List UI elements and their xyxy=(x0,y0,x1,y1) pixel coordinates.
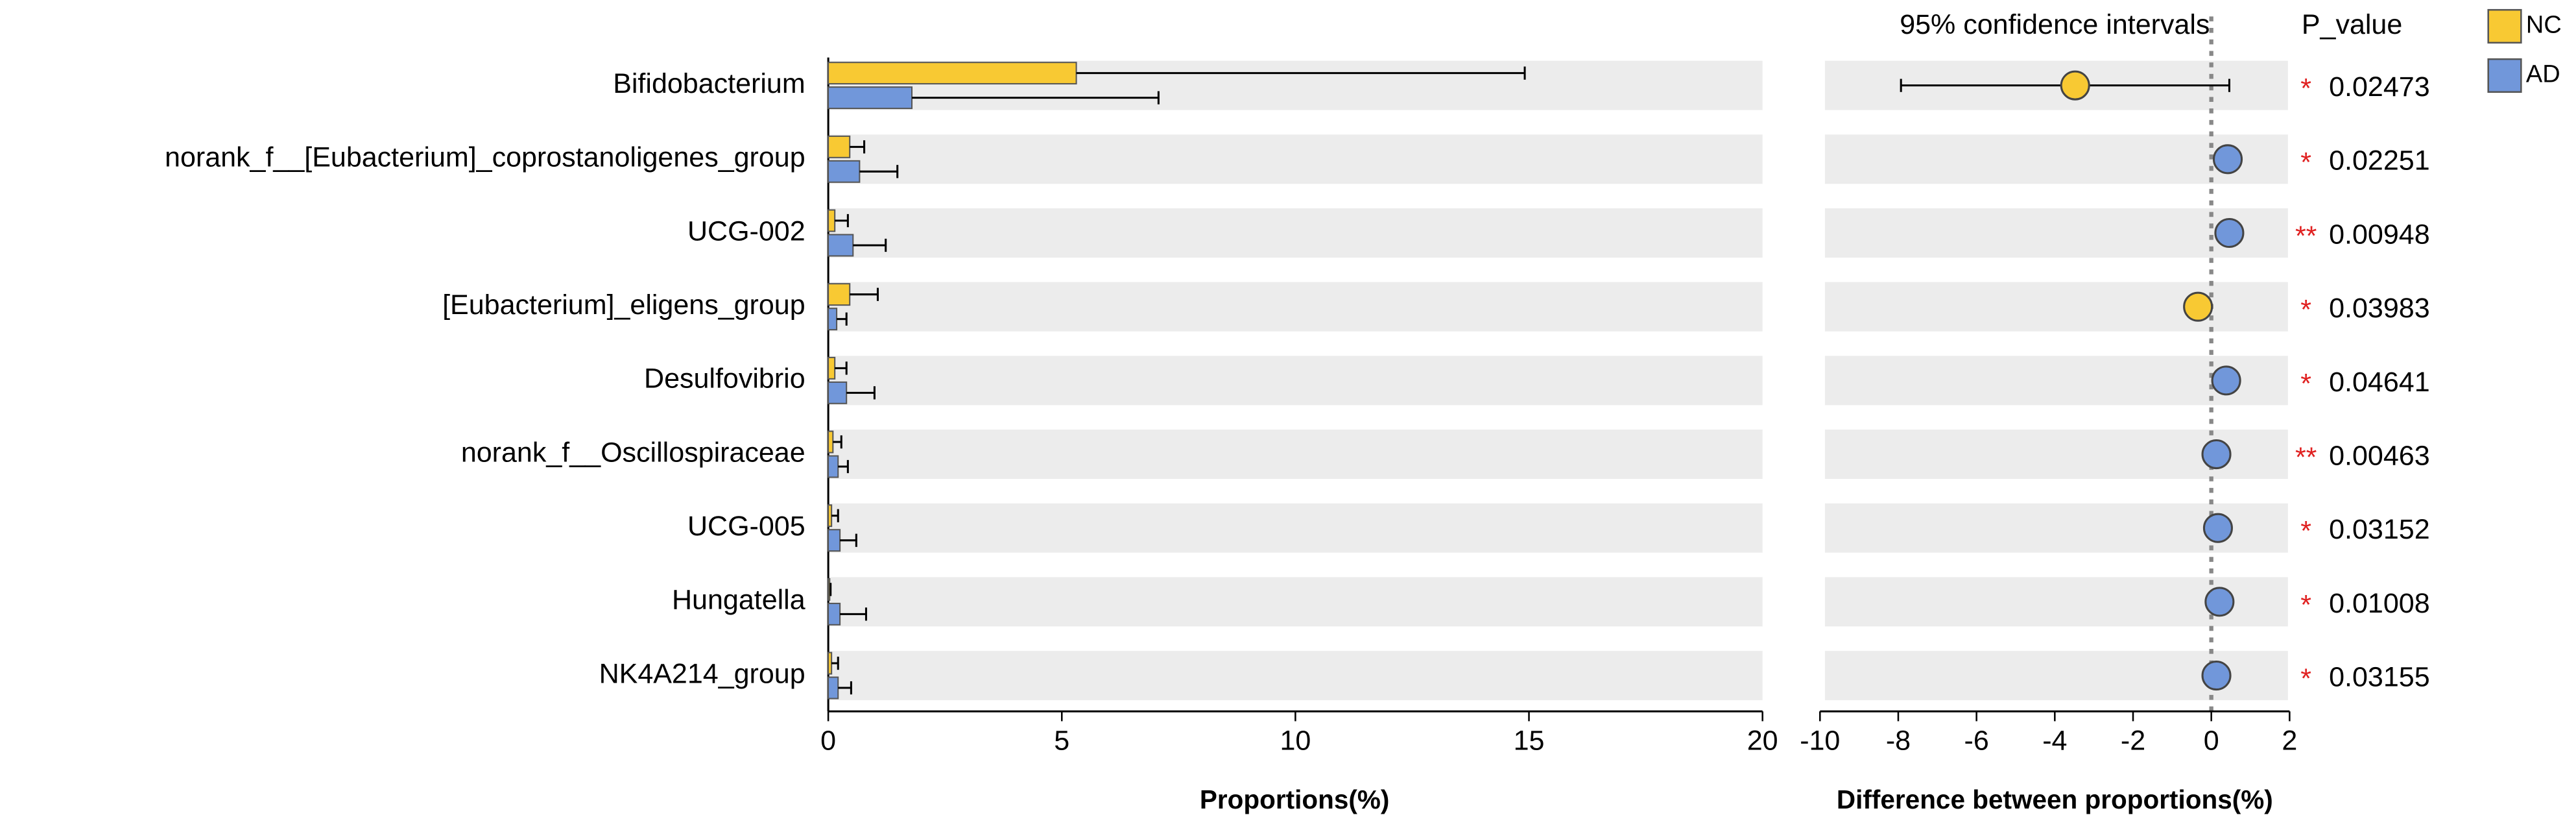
legend-swatch xyxy=(2487,58,2522,93)
p-value: 0.04641 xyxy=(2329,367,2430,398)
x-axis-title: Proportions(%) xyxy=(1200,785,1389,814)
bar xyxy=(828,430,834,454)
significance: ** xyxy=(2295,221,2317,252)
p-value: 0.02473 xyxy=(2329,71,2430,103)
bar xyxy=(828,578,831,601)
bar xyxy=(828,651,833,675)
x-tick-label: 10 xyxy=(1280,725,1311,757)
category-label: UCG-002 xyxy=(687,215,805,247)
bar xyxy=(828,381,848,404)
diff-point xyxy=(2201,439,2232,470)
diff-tick-label: -8 xyxy=(1886,725,1911,757)
category-label: norank_f__Oscillospiraceae xyxy=(461,437,805,468)
row-band xyxy=(828,356,1763,406)
category-label: UCG-005 xyxy=(687,511,805,542)
row-band xyxy=(828,134,1763,184)
x-tick-label: 20 xyxy=(1747,725,1778,757)
bar xyxy=(828,356,836,380)
significance: * xyxy=(2300,589,2311,620)
diff-point xyxy=(2204,587,2235,617)
significance: * xyxy=(2300,147,2311,178)
bar xyxy=(828,676,839,700)
x-tick-label: 0 xyxy=(820,725,836,757)
diff-tick-label: -10 xyxy=(1800,725,1840,757)
category-label: [Eubacterium]_eligens_group xyxy=(442,289,805,321)
bar xyxy=(828,234,854,257)
row-band xyxy=(828,503,1763,553)
diff-point xyxy=(2060,70,2090,101)
diff-tick-label: 0 xyxy=(2204,725,2219,757)
bar xyxy=(828,135,851,158)
p-value: 0.03983 xyxy=(2329,293,2430,324)
significance: * xyxy=(2300,73,2311,104)
p-value: 0.03155 xyxy=(2329,661,2430,692)
diff-tick-label: -6 xyxy=(1964,725,1989,757)
category-label: Bifidobacterium xyxy=(613,68,805,99)
significance: * xyxy=(2300,516,2311,547)
diff-point xyxy=(2183,291,2213,322)
ci-title: 95% confidence intervals xyxy=(1900,9,2210,40)
bar xyxy=(828,504,833,528)
significance: * xyxy=(2300,663,2311,694)
diff-point xyxy=(2214,217,2245,249)
legend-label: NC xyxy=(2526,12,2562,39)
category-label: norank_f__[Eubacterium]_coprostanoligene… xyxy=(165,142,805,173)
bar xyxy=(828,529,841,552)
bar xyxy=(828,455,839,478)
category-label: NK4A214_group xyxy=(599,658,805,689)
row-band xyxy=(828,577,1763,627)
row-band xyxy=(828,208,1763,258)
diff-point xyxy=(2201,661,2232,691)
p-value: 0.00463 xyxy=(2329,440,2430,471)
significance: * xyxy=(2300,368,2311,399)
diff-point xyxy=(2211,365,2241,396)
bar xyxy=(828,62,1077,85)
pvalue-title: P_value xyxy=(2302,9,2402,40)
bar xyxy=(828,283,851,306)
diff-point xyxy=(2202,513,2233,543)
legend-label: AD xyxy=(2526,60,2560,88)
bar xyxy=(828,308,838,331)
bar xyxy=(828,602,841,626)
diff-point xyxy=(2212,144,2243,175)
p-value: 0.00948 xyxy=(2329,219,2430,250)
p-value: 0.03152 xyxy=(2329,514,2430,545)
significance: ** xyxy=(2295,442,2317,473)
row-band xyxy=(828,282,1763,332)
category-label: Desulfovibrio xyxy=(644,363,805,395)
x-tick-label: 15 xyxy=(1514,725,1545,757)
row-band xyxy=(1824,282,2288,332)
diff-tick-label: -4 xyxy=(2042,725,2067,757)
p-value: 0.01008 xyxy=(2329,588,2430,619)
row-band xyxy=(828,430,1763,480)
bar xyxy=(828,160,861,183)
bar xyxy=(828,209,836,232)
row-band xyxy=(828,651,1763,701)
legend-swatch xyxy=(2487,8,2522,44)
p-value: 0.02251 xyxy=(2329,145,2430,177)
bar xyxy=(828,86,913,110)
diff-axis-title: Difference between proportions(%) xyxy=(1837,785,2273,814)
category-label: Hungatella xyxy=(672,585,805,616)
significance: * xyxy=(2300,295,2311,326)
diff-tick-label: -2 xyxy=(2121,725,2145,757)
diff-tick-label: 2 xyxy=(2282,725,2297,757)
x-tick-label: 5 xyxy=(1054,725,1069,757)
